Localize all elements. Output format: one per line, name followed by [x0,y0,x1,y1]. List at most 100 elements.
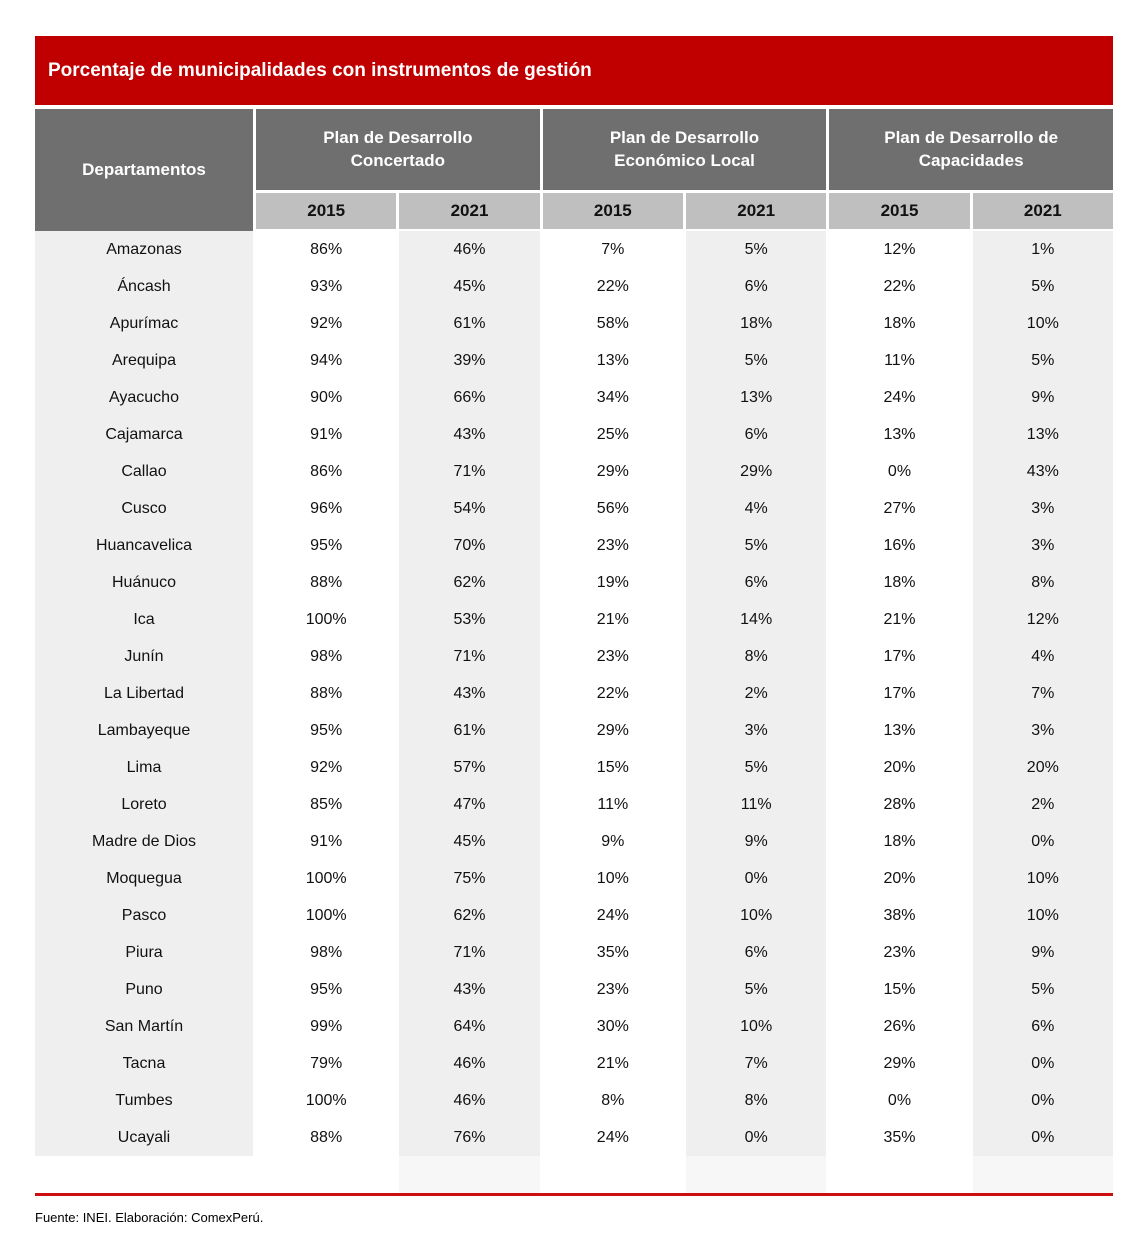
value-cell: 61% [399,305,540,342]
value-cell: 15% [542,749,683,786]
value-cell: 23% [542,638,683,675]
value-cell: 62% [399,897,540,934]
value-cell: 5% [685,971,827,1008]
value-cell: 95% [256,971,397,1008]
department-cell: Tacna [35,1045,253,1082]
value-cell: 66% [399,379,540,416]
department-cell: Junín [35,638,253,675]
year-header: 2015 [542,193,683,231]
value-cell: 7% [685,1045,827,1082]
value-cell: 5% [685,527,827,564]
value-cell: 38% [829,897,970,934]
value-cell: 64% [399,1008,540,1045]
value-cell: 91% [256,823,397,860]
value-cell: 5% [685,231,827,268]
value-cell: 85% [256,786,397,823]
footer-divider [35,1193,1113,1196]
empty-cell [256,1156,397,1193]
value-cell: 88% [256,1119,397,1156]
department-column-header: Departamentos [35,109,253,231]
value-cell: 6% [685,564,827,601]
value-cell: 18% [829,823,970,860]
value-cell: 43% [399,971,540,1008]
value-cell: 13% [685,379,827,416]
value-cell: 18% [829,564,970,601]
source-note: Fuente: INEI. Elaboración: ComexPerú. [35,1210,264,1225]
value-cell: 35% [542,934,683,971]
department-cell: Cajamarca [35,416,253,453]
value-cell: 25% [542,416,683,453]
value-cell: 0% [685,1119,827,1156]
department-cell: Madre de Dios [35,823,253,860]
value-cell: 46% [399,1082,540,1119]
value-cell: 3% [972,490,1113,527]
value-cell: 20% [829,749,970,786]
value-cell: 62% [399,564,540,601]
department-cell: La Libertad [35,675,253,712]
value-cell: 96% [256,490,397,527]
value-cell: 10% [685,1008,827,1045]
value-cell: 3% [685,712,827,749]
value-cell: 18% [829,305,970,342]
value-cell: 43% [399,416,540,453]
department-cell: Huancavelica [35,527,253,564]
value-cell: 13% [542,342,683,379]
value-cell: 23% [829,934,970,971]
value-cell: 43% [972,453,1113,490]
value-cell: 30% [542,1008,683,1045]
value-cell: 15% [829,971,970,1008]
value-cell: 28% [829,786,970,823]
value-cell: 54% [399,490,540,527]
value-cell: 76% [399,1119,540,1156]
value-cell: 99% [256,1008,397,1045]
table-grid: Departamentos Plan de Desarrollo Concert… [35,109,1113,1193]
empty-cell [685,1156,827,1193]
value-cell: 20% [829,860,970,897]
department-cell: Callao [35,453,253,490]
empty-cell [35,1156,253,1193]
value-cell: 23% [542,971,683,1008]
value-cell: 47% [399,786,540,823]
value-cell: 43% [399,675,540,712]
value-cell: 35% [829,1119,970,1156]
value-cell: 10% [972,897,1113,934]
value-cell: 92% [256,305,397,342]
value-cell: 100% [256,601,397,638]
value-cell: 26% [829,1008,970,1045]
value-cell: 16% [829,527,970,564]
value-cell: 11% [542,786,683,823]
value-cell: 24% [829,379,970,416]
value-cell: 4% [685,490,827,527]
value-cell: 88% [256,675,397,712]
value-cell: 7% [542,231,683,268]
department-cell: Ica [35,601,253,638]
value-cell: 3% [972,712,1113,749]
value-cell: 0% [685,860,827,897]
value-cell: 21% [542,601,683,638]
value-cell: 29% [542,712,683,749]
value-cell: 29% [542,453,683,490]
value-cell: 5% [685,342,827,379]
value-cell: 14% [685,601,827,638]
value-cell: 17% [829,638,970,675]
value-cell: 71% [399,934,540,971]
department-cell: Tumbes [35,1082,253,1119]
value-cell: 0% [972,823,1113,860]
value-cell: 100% [256,860,397,897]
value-cell: 58% [542,305,683,342]
value-cell: 98% [256,934,397,971]
value-cell: 17% [829,675,970,712]
value-cell: 12% [829,231,970,268]
department-cell: Ucayali [35,1119,253,1156]
value-cell: 46% [399,1045,540,1082]
value-cell: 92% [256,749,397,786]
department-cell: Loreto [35,786,253,823]
value-cell: 22% [542,268,683,305]
value-cell: 6% [685,268,827,305]
department-cell: Moquegua [35,860,253,897]
value-cell: 70% [399,527,540,564]
group-header-plan-capacidades: Plan de Desarrollo de Capacidades [829,109,1113,193]
value-cell: 9% [972,379,1113,416]
page: Porcentaje de municipalidades con instru… [35,36,1113,1225]
value-cell: 57% [399,749,540,786]
